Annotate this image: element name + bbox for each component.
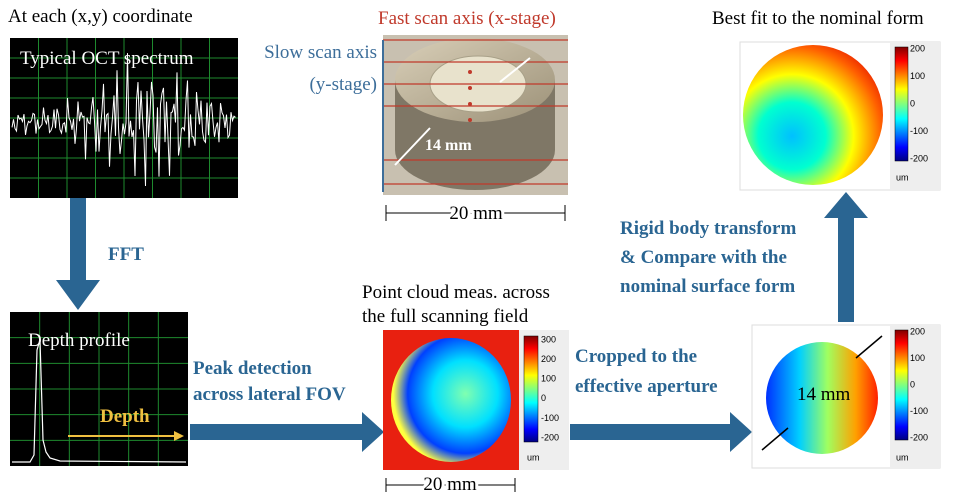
caption: the full scanning field bbox=[362, 306, 529, 327]
caption: Point cloud meas. across bbox=[362, 282, 550, 303]
colorbar bbox=[895, 330, 908, 440]
step-label: Cropped to the bbox=[575, 346, 697, 367]
colorbar-unit: um bbox=[527, 452, 540, 462]
colorbar-label: -100 bbox=[910, 406, 928, 416]
dimension: 14 mm bbox=[425, 137, 472, 154]
step-label: Peak detection bbox=[193, 358, 312, 379]
colorbar-label: 100 bbox=[541, 374, 556, 384]
colorbar-label: 200 bbox=[910, 326, 925, 336]
colorbar-label: 0 bbox=[910, 98, 915, 108]
dimension: 20 mm bbox=[449, 203, 503, 224]
step-label: across lateral FOV bbox=[193, 384, 346, 405]
axis-label: (y-stage) bbox=[309, 74, 377, 95]
axis-label: Slow scan axis bbox=[264, 42, 377, 63]
diagram: At each (x,y) coordinate Typical OCT spe… bbox=[0, 0, 972, 496]
arrow bbox=[824, 192, 868, 322]
caption: At each (x,y) coordinate bbox=[8, 6, 193, 27]
colorbar-label: 0 bbox=[541, 393, 546, 403]
panel-label: Depth profile bbox=[28, 330, 130, 351]
colorbar-label: 200 bbox=[910, 43, 925, 53]
colorbar-unit: um bbox=[896, 172, 909, 182]
panel-label: Typical OCT spectrum bbox=[20, 48, 194, 69]
surface bbox=[391, 338, 511, 462]
colorbar-label: -200 bbox=[541, 432, 559, 442]
caption: Best fit to the nominal form bbox=[712, 8, 924, 29]
step-label: effective aperture bbox=[575, 376, 718, 397]
colorbar bbox=[895, 47, 908, 161]
colorbar-unit: um bbox=[896, 452, 909, 462]
arrow bbox=[190, 412, 384, 452]
colorbar-label: -200 bbox=[910, 153, 928, 163]
colorbar-label: -100 bbox=[910, 126, 928, 136]
colorbar-label: -200 bbox=[910, 432, 928, 442]
colorbar-label: 100 bbox=[910, 71, 925, 81]
colorbar-label: 200 bbox=[541, 354, 556, 364]
colorbar-label: 0 bbox=[910, 379, 915, 389]
arrow bbox=[570, 412, 752, 452]
dimension: 14 mm bbox=[797, 384, 851, 405]
colorbar-label: 100 bbox=[910, 353, 925, 363]
colorbar-label: 300 bbox=[541, 334, 556, 344]
dimension: 20 mm bbox=[423, 474, 477, 495]
step-label: FFT bbox=[108, 244, 144, 265]
axis-label: Depth bbox=[100, 406, 150, 427]
axis-label: Fast scan axis (x-stage) bbox=[378, 8, 556, 29]
colorbar bbox=[524, 336, 538, 442]
step-label: nominal surface form bbox=[620, 276, 795, 297]
colorbar-label: -100 bbox=[541, 413, 559, 423]
step-label: & Compare with the bbox=[620, 247, 787, 268]
step-label: Rigid body transform bbox=[620, 218, 796, 239]
arrow bbox=[56, 198, 100, 310]
surface bbox=[743, 45, 883, 185]
